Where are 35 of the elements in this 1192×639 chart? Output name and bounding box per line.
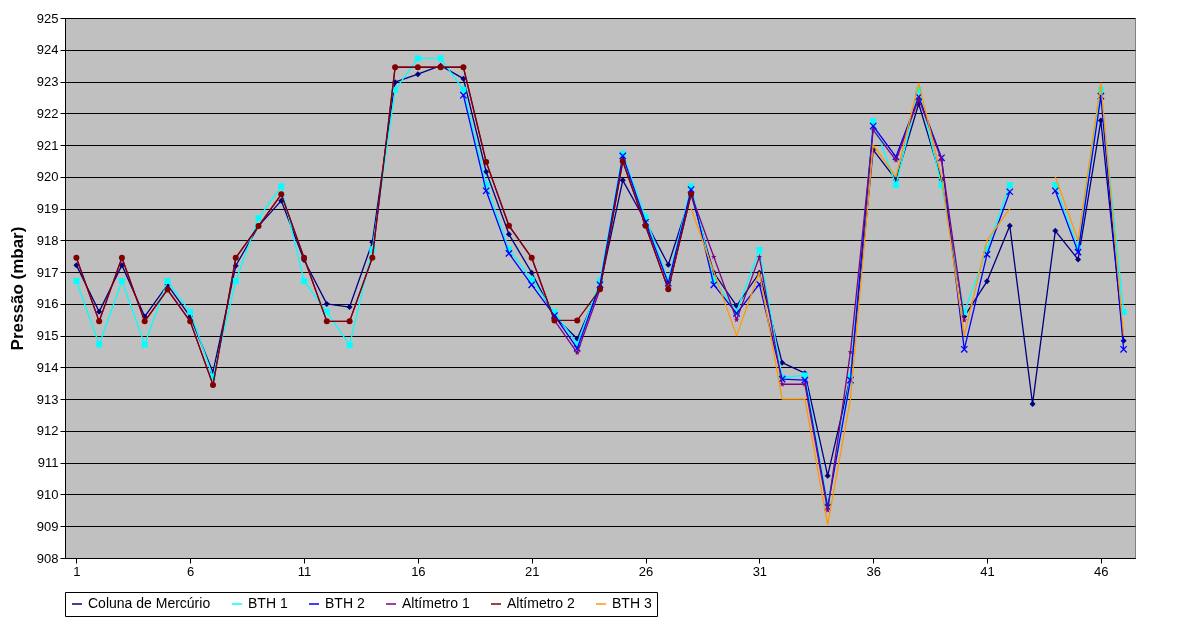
x-tick-label: 41 [980, 563, 995, 579]
y-tick-label: 919 [36, 201, 59, 217]
legend-label: BTH 3 [612, 595, 652, 611]
y-tick-label: 922 [36, 105, 59, 121]
y-tick-label: 924 [36, 42, 59, 58]
x-tick-label: 46 [1094, 563, 1109, 579]
x-tick-label: 6 [187, 563, 195, 579]
y-tick-label: 916 [36, 296, 59, 312]
legend-label: BTH 2 [325, 595, 365, 611]
y-tick-label: 915 [36, 328, 59, 344]
y-tick-label: 911 [37, 455, 59, 471]
y-tick-label: 914 [36, 359, 59, 375]
y-tick-label: 912 [36, 423, 59, 439]
x-tick-label: 21 [524, 563, 540, 579]
x-tick-label: 16 [411, 563, 426, 579]
legend-label: Coluna de Mercúrio [88, 595, 211, 611]
y-tick-label: 920 [36, 169, 59, 185]
legend-label: Altímetro 1 [402, 595, 470, 611]
x-tick-label: 1 [73, 563, 81, 579]
x-tick-label: 31 [752, 563, 768, 579]
y-tick-label: 908 [36, 550, 59, 566]
y-tick-label: 917 [36, 264, 59, 280]
x-tick-label: 26 [638, 563, 654, 579]
y-tick-label: 909 [36, 518, 59, 534]
y-tick-label: 913 [36, 391, 59, 407]
y-tick-label: 918 [36, 232, 59, 248]
x-tick-label: 36 [866, 563, 881, 579]
y-tick-label: 921 [36, 137, 59, 153]
x-tick-label: 11 [297, 563, 312, 579]
legend-label: Altímetro 2 [507, 595, 575, 611]
y-tick-label: 910 [36, 486, 59, 502]
y-axis-title: Pressão (mbar) [7, 226, 27, 351]
y-tick-label: 923 [36, 74, 59, 90]
legend-label: BTH 1 [248, 595, 288, 611]
y-tick-label: 925 [36, 10, 59, 26]
